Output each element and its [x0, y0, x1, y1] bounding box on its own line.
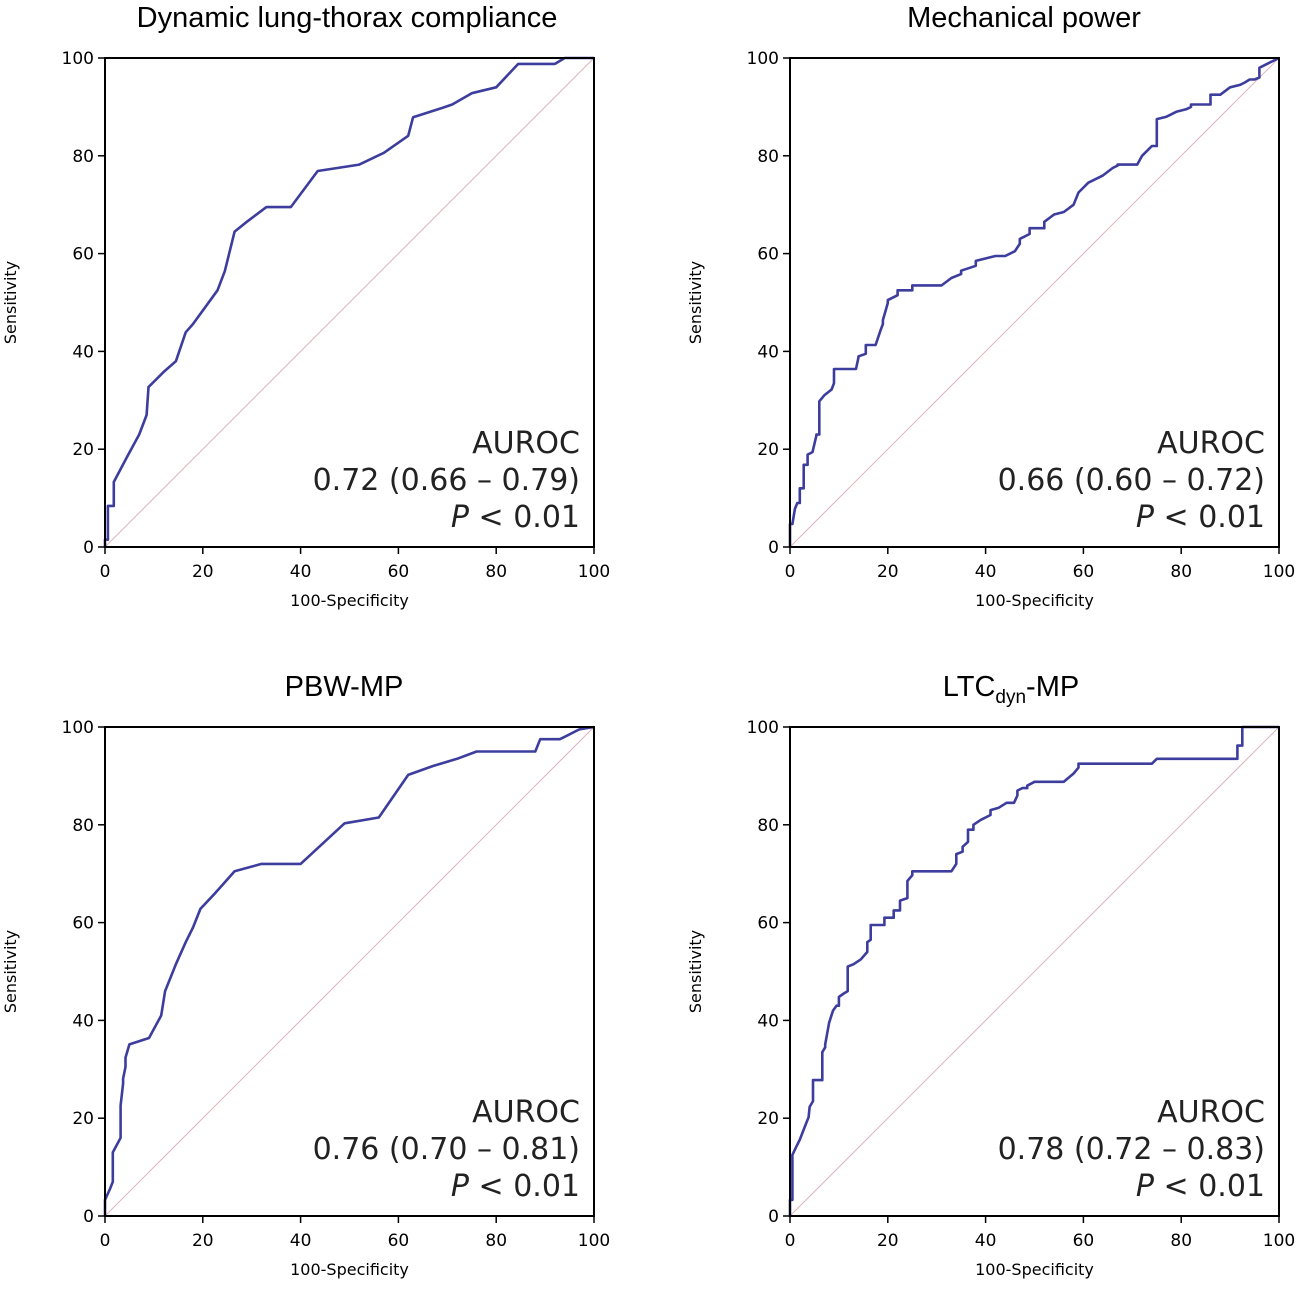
chart-title: Mechanical power [907, 2, 1141, 34]
p-value: P < 0.01 [451, 1169, 580, 1204]
x-tick-label: 0 [785, 562, 796, 582]
p-rest: < 0.01 [469, 500, 580, 535]
p-value: P < 0.01 [1136, 500, 1265, 535]
reference-diagonal [104, 726, 595, 1217]
y-axis-label: Sensitivity [1, 261, 20, 344]
y-tick-label: 80 [757, 816, 779, 836]
reference-diagonal [104, 57, 595, 548]
y-tick-label: 0 [768, 538, 779, 558]
x-tick-label: 20 [877, 562, 899, 582]
auroc-value: 0.78 (0.72 – 0.83) [998, 1132, 1265, 1167]
p-rest: < 0.01 [1154, 1169, 1265, 1204]
auroc-label: AUROC [472, 426, 580, 461]
y-tick-label: 40 [757, 1011, 779, 1031]
x-axis-label: 100-Specificity [290, 1260, 409, 1279]
y-tick-label: 20 [72, 1109, 94, 1129]
x-tick-label: 80 [1170, 562, 1192, 582]
plot-frame [104, 726, 595, 1217]
x-tick-label: 100 [1263, 562, 1295, 582]
p-rest: < 0.01 [469, 1169, 580, 1204]
y-tick-label: 20 [757, 440, 779, 460]
chart-title: PBW-MP [285, 671, 404, 703]
x-tick-label: 40 [975, 1231, 997, 1251]
y-tick-label: 0 [83, 538, 94, 558]
x-tick-label: 100 [578, 562, 610, 582]
p-value: P < 0.01 [1136, 1169, 1265, 1204]
x-tick-label: 40 [975, 562, 997, 582]
chart-panel-1: Dynamic lung-thorax compliance 0 20 40 60 80 1… [1, 2, 610, 610]
reference-diagonal [789, 57, 1280, 548]
auroc-label: AUROC [472, 1095, 580, 1130]
plot-frame [789, 726, 1280, 1217]
y-tick-label: 0 [83, 1207, 94, 1227]
y-axis-label: Sensitivity [686, 261, 705, 344]
x-tick-label: 100 [578, 1231, 610, 1251]
x-tick-label: 20 [192, 1231, 214, 1251]
y-axis-label: Sensitivity [1, 930, 20, 1013]
x-tick-label: 20 [877, 1231, 899, 1251]
x-tick-label: 60 [1073, 562, 1095, 582]
y-tick-label: 60 [72, 914, 94, 934]
roc-curve [788, 725, 1279, 1216]
chart-title: Dynamic lung-thorax compliance [137, 2, 558, 34]
x-tick-label: 0 [100, 562, 111, 582]
x-axis-label: 100-Specificity [975, 1260, 1094, 1279]
p-symbol: P [451, 500, 470, 535]
auroc-label: AUROC [1157, 1095, 1265, 1130]
p-value: P < 0.01 [451, 500, 580, 535]
x-tick-label: 100 [1263, 1231, 1295, 1251]
p-symbol: P [451, 1169, 470, 1204]
auroc-value: 0.76 (0.70 – 0.81) [313, 1132, 580, 1167]
y-tick-label: 60 [757, 914, 779, 934]
roc-curve [103, 725, 595, 1216]
chart-title-tail: -MP [1026, 671, 1079, 703]
x-tick-label: 40 [290, 562, 312, 582]
y-tick-label: 60 [72, 245, 94, 265]
chart-title: LTCdyn-MP [943, 671, 1079, 708]
y-tick-label: 80 [757, 147, 779, 167]
y-tick-label: 60 [757, 245, 779, 265]
y-tick-label: 100 [747, 49, 779, 69]
roc-curve [103, 56, 594, 547]
x-tick-label: 0 [785, 1231, 796, 1251]
y-tick-label: 0 [768, 1207, 779, 1227]
y-tick-label: 20 [72, 440, 94, 460]
y-tick-label: 40 [72, 1011, 94, 1031]
auroc-value: 0.66 (0.60 – 0.72) [998, 463, 1265, 498]
x-axis-label: 100-Specificity [290, 591, 409, 610]
x-tick-label: 80 [485, 562, 507, 582]
y-tick-label: 100 [62, 49, 94, 69]
y-tick-label: 40 [757, 342, 779, 362]
x-tick-label: 40 [290, 1231, 312, 1251]
y-tick-label: 20 [757, 1109, 779, 1129]
y-tick-label: 80 [72, 147, 94, 167]
chart-panel-2: Mechanical power 0 20 40 60 80 100 0 20 40 60 80 100… [686, 2, 1295, 610]
x-tick-label: 20 [192, 562, 214, 582]
roc-curve [788, 56, 1280, 547]
auroc-value: 0.72 (0.66 – 0.79) [313, 463, 580, 498]
x-tick-label: 60 [388, 562, 410, 582]
x-tick-label: 80 [1170, 1231, 1192, 1251]
plot-frame [104, 57, 595, 548]
y-axis-label: Sensitivity [686, 930, 705, 1013]
p-symbol: P [1136, 1169, 1155, 1204]
plot-frame [789, 57, 1280, 548]
p-symbol: P [1136, 500, 1155, 535]
y-tick-label: 80 [72, 816, 94, 836]
y-tick-label: 100 [62, 718, 94, 738]
x-tick-label: 60 [388, 1231, 410, 1251]
p-rest: < 0.01 [1154, 500, 1265, 535]
x-tick-label: 80 [485, 1231, 507, 1251]
y-tick-label: 100 [747, 718, 779, 738]
x-axis-label: 100-Specificity [975, 591, 1094, 610]
reference-diagonal [789, 726, 1280, 1217]
chart-title-subscript: dyn [995, 687, 1026, 708]
auroc-label: AUROC [1157, 426, 1265, 461]
x-tick-label: 0 [100, 1231, 111, 1251]
chart-panel-4: LTCdyn-MP 0 20 40 60 80 100 0 20 40 60 80 100 100-Spe… [686, 671, 1295, 1279]
x-tick-label: 60 [1073, 1231, 1095, 1251]
y-tick-label: 40 [72, 342, 94, 362]
chart-panel-3: PBW-MP 0 20 40 60 80 100 0 20 40 60 80 100 100-Specif… [1, 671, 610, 1279]
